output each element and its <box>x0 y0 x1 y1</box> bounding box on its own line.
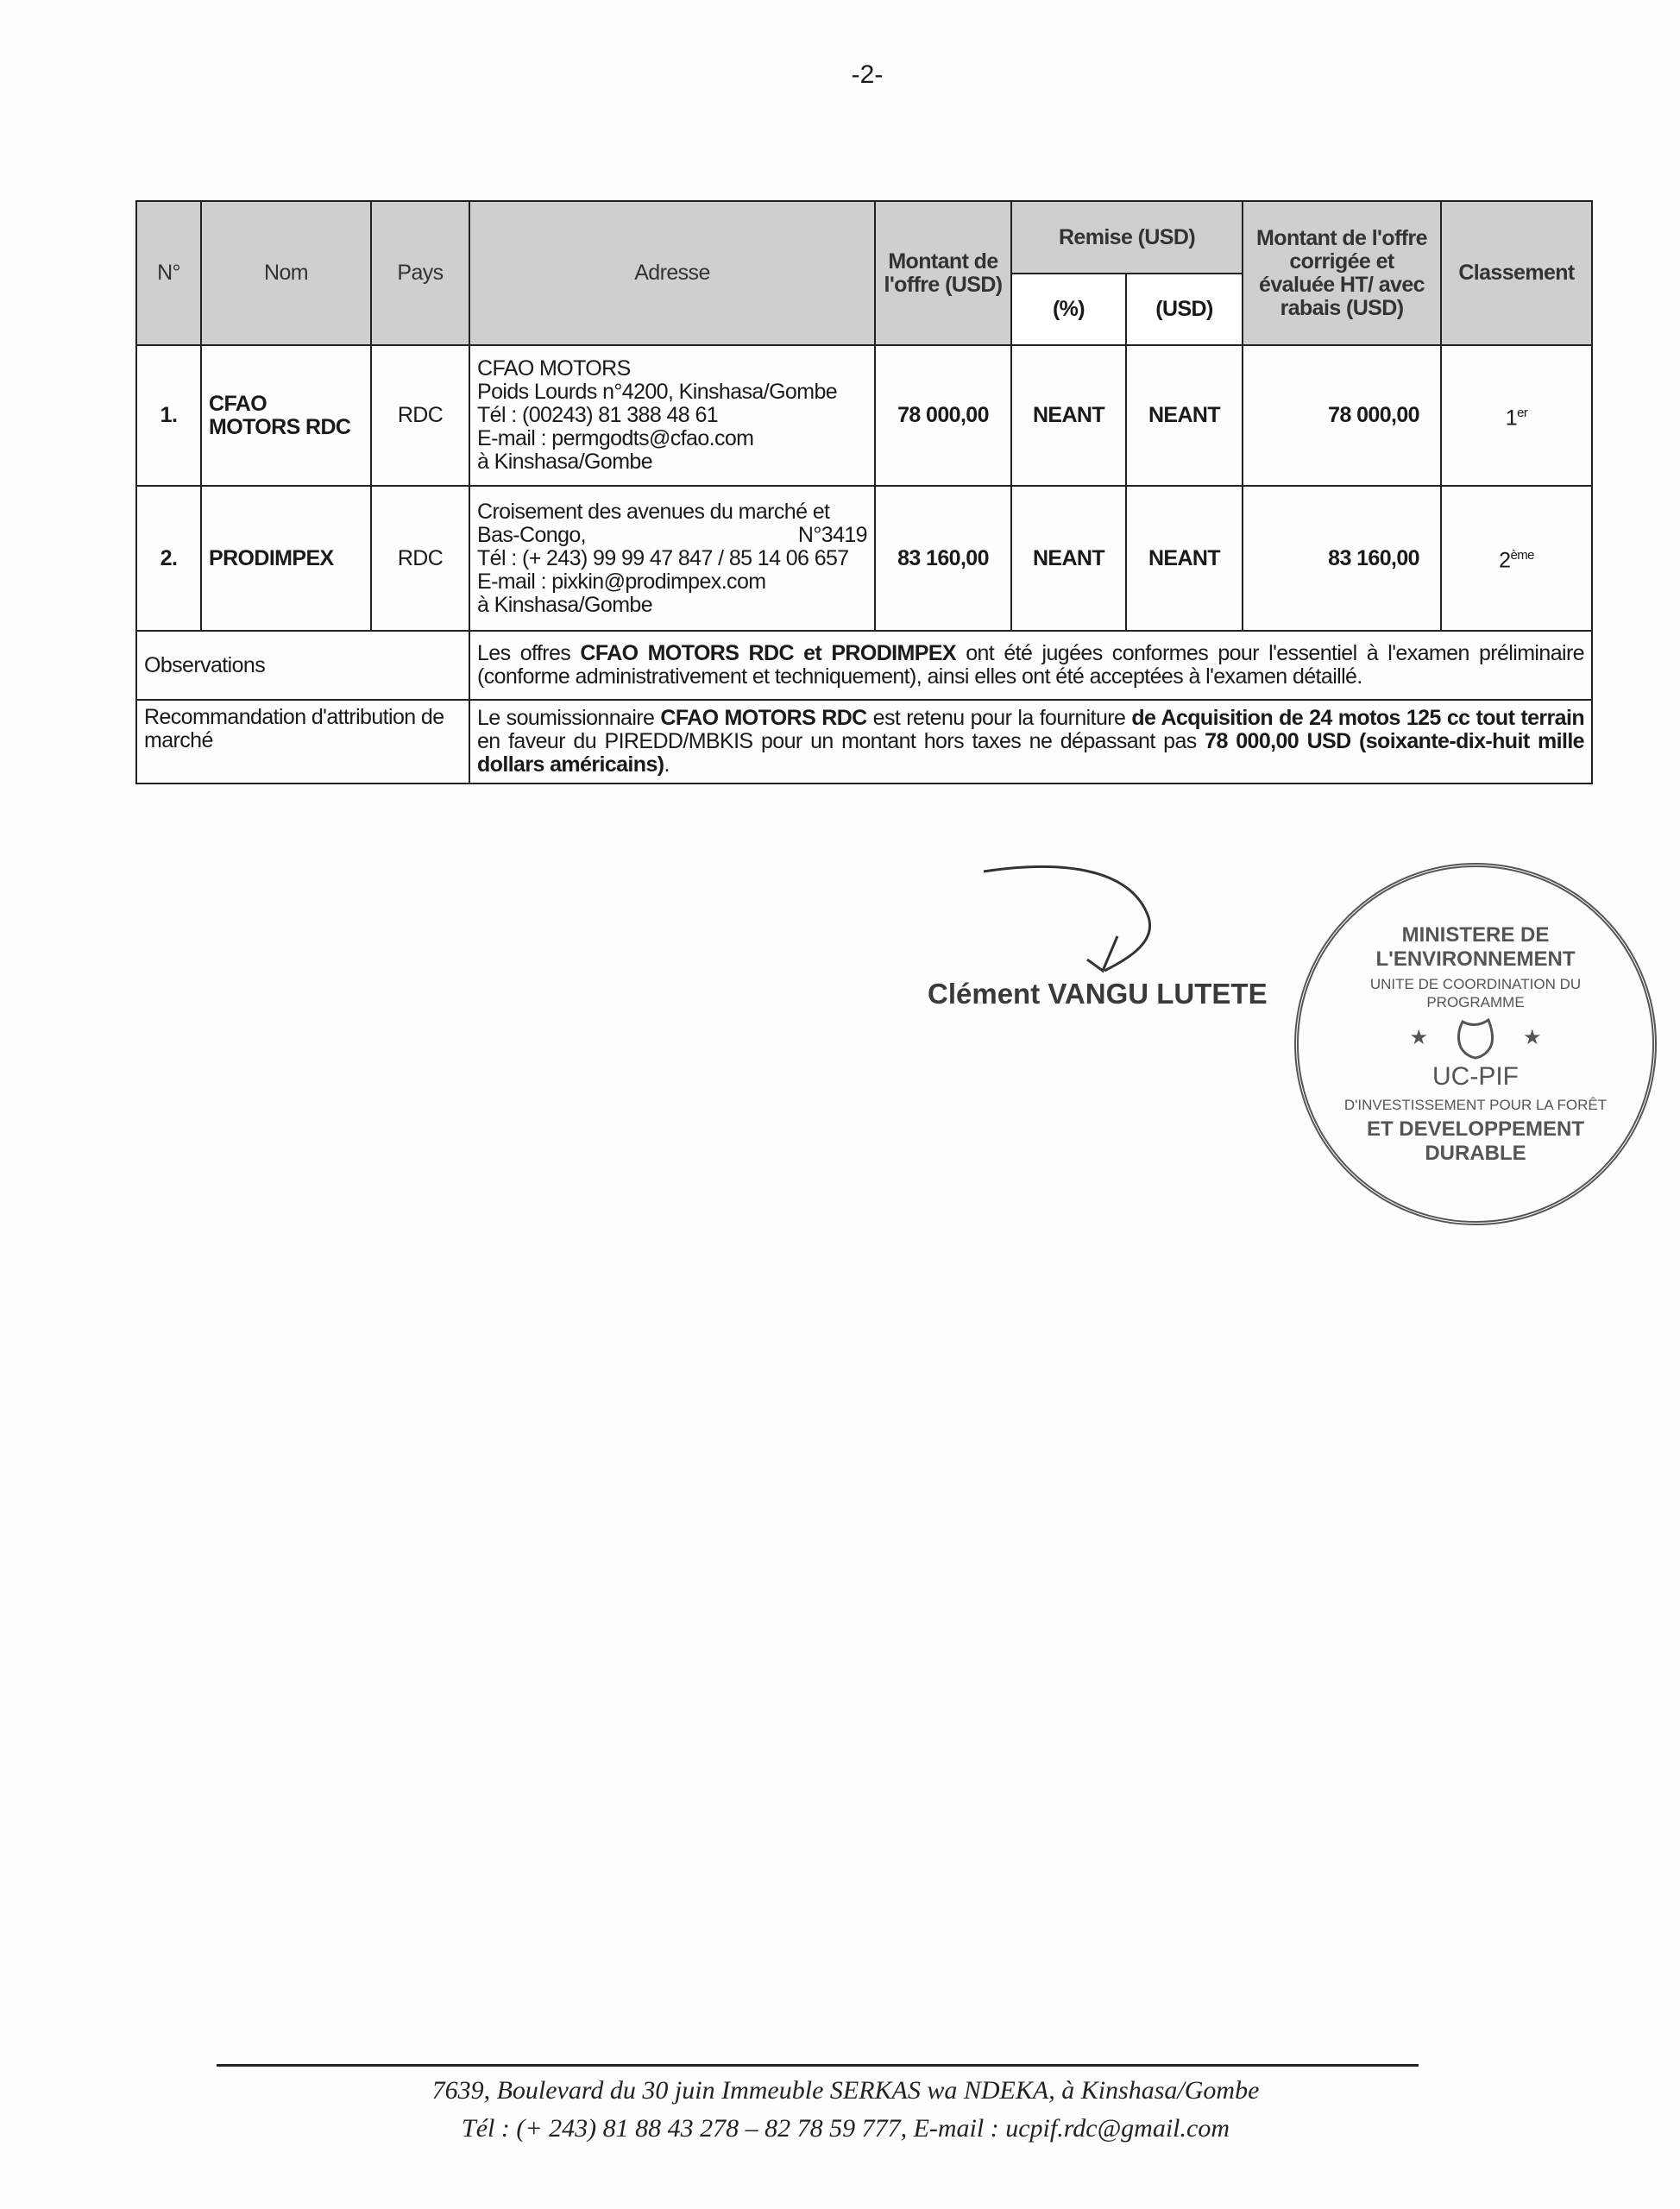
address-line: E-mail : pixkin@prodimpex.com <box>477 569 766 594</box>
row-remise-pct: NEANT <box>1010 485 1127 632</box>
row-nom: CFAO MOTORS RDC <box>200 344 372 487</box>
header-nom: Nom <box>200 200 372 346</box>
address-line: CFAO MOTORS <box>477 356 631 381</box>
address-part: Bas-Congo, <box>477 522 587 547</box>
row-montant-corrige: 83 160,00 <box>1242 485 1442 632</box>
address-line: Tél : (00243) 81 388 48 61 <box>477 403 719 427</box>
address-line: Croisement des avenues du marché et <box>477 499 830 524</box>
address-line: E-mail : permgodts@cfao.com <box>477 426 754 450</box>
row-pays: RDC <box>370 344 470 487</box>
row-no: 2. <box>135 485 202 632</box>
row-nom: PRODIMPEX <box>200 485 372 632</box>
text: est retenu pour la fourniture <box>866 706 1132 730</box>
table-row: 1. CFAO MOTORS RDC RDC CFAO MOTORS Poids… <box>135 344 1593 487</box>
recommandation-label: Recommandation d'attribution de marché <box>135 699 470 784</box>
row-classement: 2ème <box>1440 485 1593 632</box>
header-remise-pct: (%) <box>1010 273 1127 346</box>
stamp-inner-bottom: D'INVESTISSEMENT POUR LA FORÊT <box>1343 1096 1608 1113</box>
table-row: 2. PRODIMPEX RDC Croisement des avenues … <box>135 485 1593 632</box>
star-icon: ★ <box>1523 1026 1542 1049</box>
text: ont été jugées conformes pour l'essentie… <box>477 641 1585 689</box>
recommandation-text: Le soumissionnaire CFAO MOTORS RDC est r… <box>469 699 1593 784</box>
row-montant: 83 160,00 <box>874 485 1012 632</box>
text: en faveur du PIREDD/MBKIS pour un montan… <box>477 729 1205 753</box>
page-number: -2- <box>851 60 884 89</box>
stamp-outer-bottom: ET DEVELOPPEMENT DURABLE <box>1366 1117 1585 1165</box>
footer-divider <box>217 2064 1419 2067</box>
text: Le soumissionnaire <box>477 706 661 730</box>
observations-text: Les offres CFAO MOTORS RDC et PRODIMPEX … <box>469 630 1593 701</box>
rank: 1 <box>1505 406 1518 431</box>
text-bold: 78 000,00 USD (soixante-dix-huit mille d… <box>477 729 1585 777</box>
row-remise-pct: NEANT <box>1010 344 1127 487</box>
address-line: Bas-Congo, N°3419 <box>477 522 868 547</box>
stamp-inner-top: UNITE DE COORDINATION DU PROGRAMME <box>1369 975 1582 1010</box>
observations-label: Observations <box>135 630 470 701</box>
text-bold: de Acquisition de 24 motos 125 cc tout t… <box>1131 706 1584 730</box>
address-line: Tél : (+ 243) 99 99 47 847 / 85 14 06 65… <box>477 545 849 570</box>
row-montant-corrige: 78 000,00 <box>1242 344 1442 487</box>
star-icon: ★ <box>1409 1026 1428 1049</box>
footer-address: 7639, Boulevard du 30 juin Immeuble SERK… <box>431 2076 1260 2105</box>
header-no: N° <box>135 200 202 346</box>
address-line: Poids Lourds n°4200, Kinshasa/Gombe <box>477 380 838 404</box>
observations-row: Observations Les offres CFAO MOTORS RDC … <box>135 630 1593 701</box>
header-montant-corrige: Montant de l'offre corrigée et évaluée H… <box>1242 200 1442 346</box>
coat-of-arms-icon <box>1457 1017 1494 1060</box>
row-pays: RDC <box>370 485 470 632</box>
text: . <box>664 752 670 777</box>
header-montant: Montant de l'offre (USD) <box>874 200 1012 346</box>
official-stamp: MINISTERE DE L'ENVIRONNEMENT UNITE DE CO… <box>1294 863 1657 1225</box>
stamp-outer-top: MINISTERE DE L'ENVIRONNEMENT <box>1375 922 1576 971</box>
header-remise-usd: (USD) <box>1125 273 1243 346</box>
recommandation-row: Recommandation d'attribution de marché L… <box>135 699 1593 784</box>
text: Les offres <box>477 641 581 665</box>
text-bold: CFAO MOTORS RDC <box>660 706 867 730</box>
address-line: à Kinshasa/Gombe <box>477 592 653 617</box>
row-remise-usd: NEANT <box>1125 485 1243 632</box>
stamp-center: UC-PIF <box>1432 1061 1519 1091</box>
signatory-name: Clément VANGU LUTETE <box>928 978 1268 1010</box>
footer-contact: Tél : (+ 243) 81 88 43 278 – 82 78 59 77… <box>462 2114 1230 2143</box>
address-part: N°3419 <box>797 522 868 547</box>
row-adresse: CFAO MOTORS Poids Lourds n°4200, Kinshas… <box>469 344 876 487</box>
rank: 2 <box>1499 548 1511 573</box>
row-montant: 78 000,00 <box>874 344 1012 487</box>
address-line: à Kinshasa/Gombe <box>477 450 653 474</box>
row-remise-usd: NEANT <box>1125 344 1243 487</box>
text-bold: CFAO MOTORS RDC et PRODIMPEX <box>580 641 956 665</box>
row-classement: 1er <box>1440 344 1593 487</box>
row-adresse: Croisement des avenues du marché et Bas-… <box>469 485 876 632</box>
header-remise: Remise (USD) <box>1010 200 1243 274</box>
rank-suffix: ème <box>1510 548 1534 563</box>
header-pays: Pays <box>370 200 470 346</box>
header-classement: Classement <box>1440 200 1593 346</box>
signature-scribble <box>983 865 1151 973</box>
row-no: 1. <box>135 344 202 487</box>
stamp-emblem-row: ★ ★ <box>1409 1016 1542 1060</box>
evaluation-table: N° Nom Pays Adresse Montant de l'offre (… <box>135 200 1593 784</box>
rank-suffix: er <box>1517 405 1528 420</box>
header-adresse: Adresse <box>469 200 876 346</box>
